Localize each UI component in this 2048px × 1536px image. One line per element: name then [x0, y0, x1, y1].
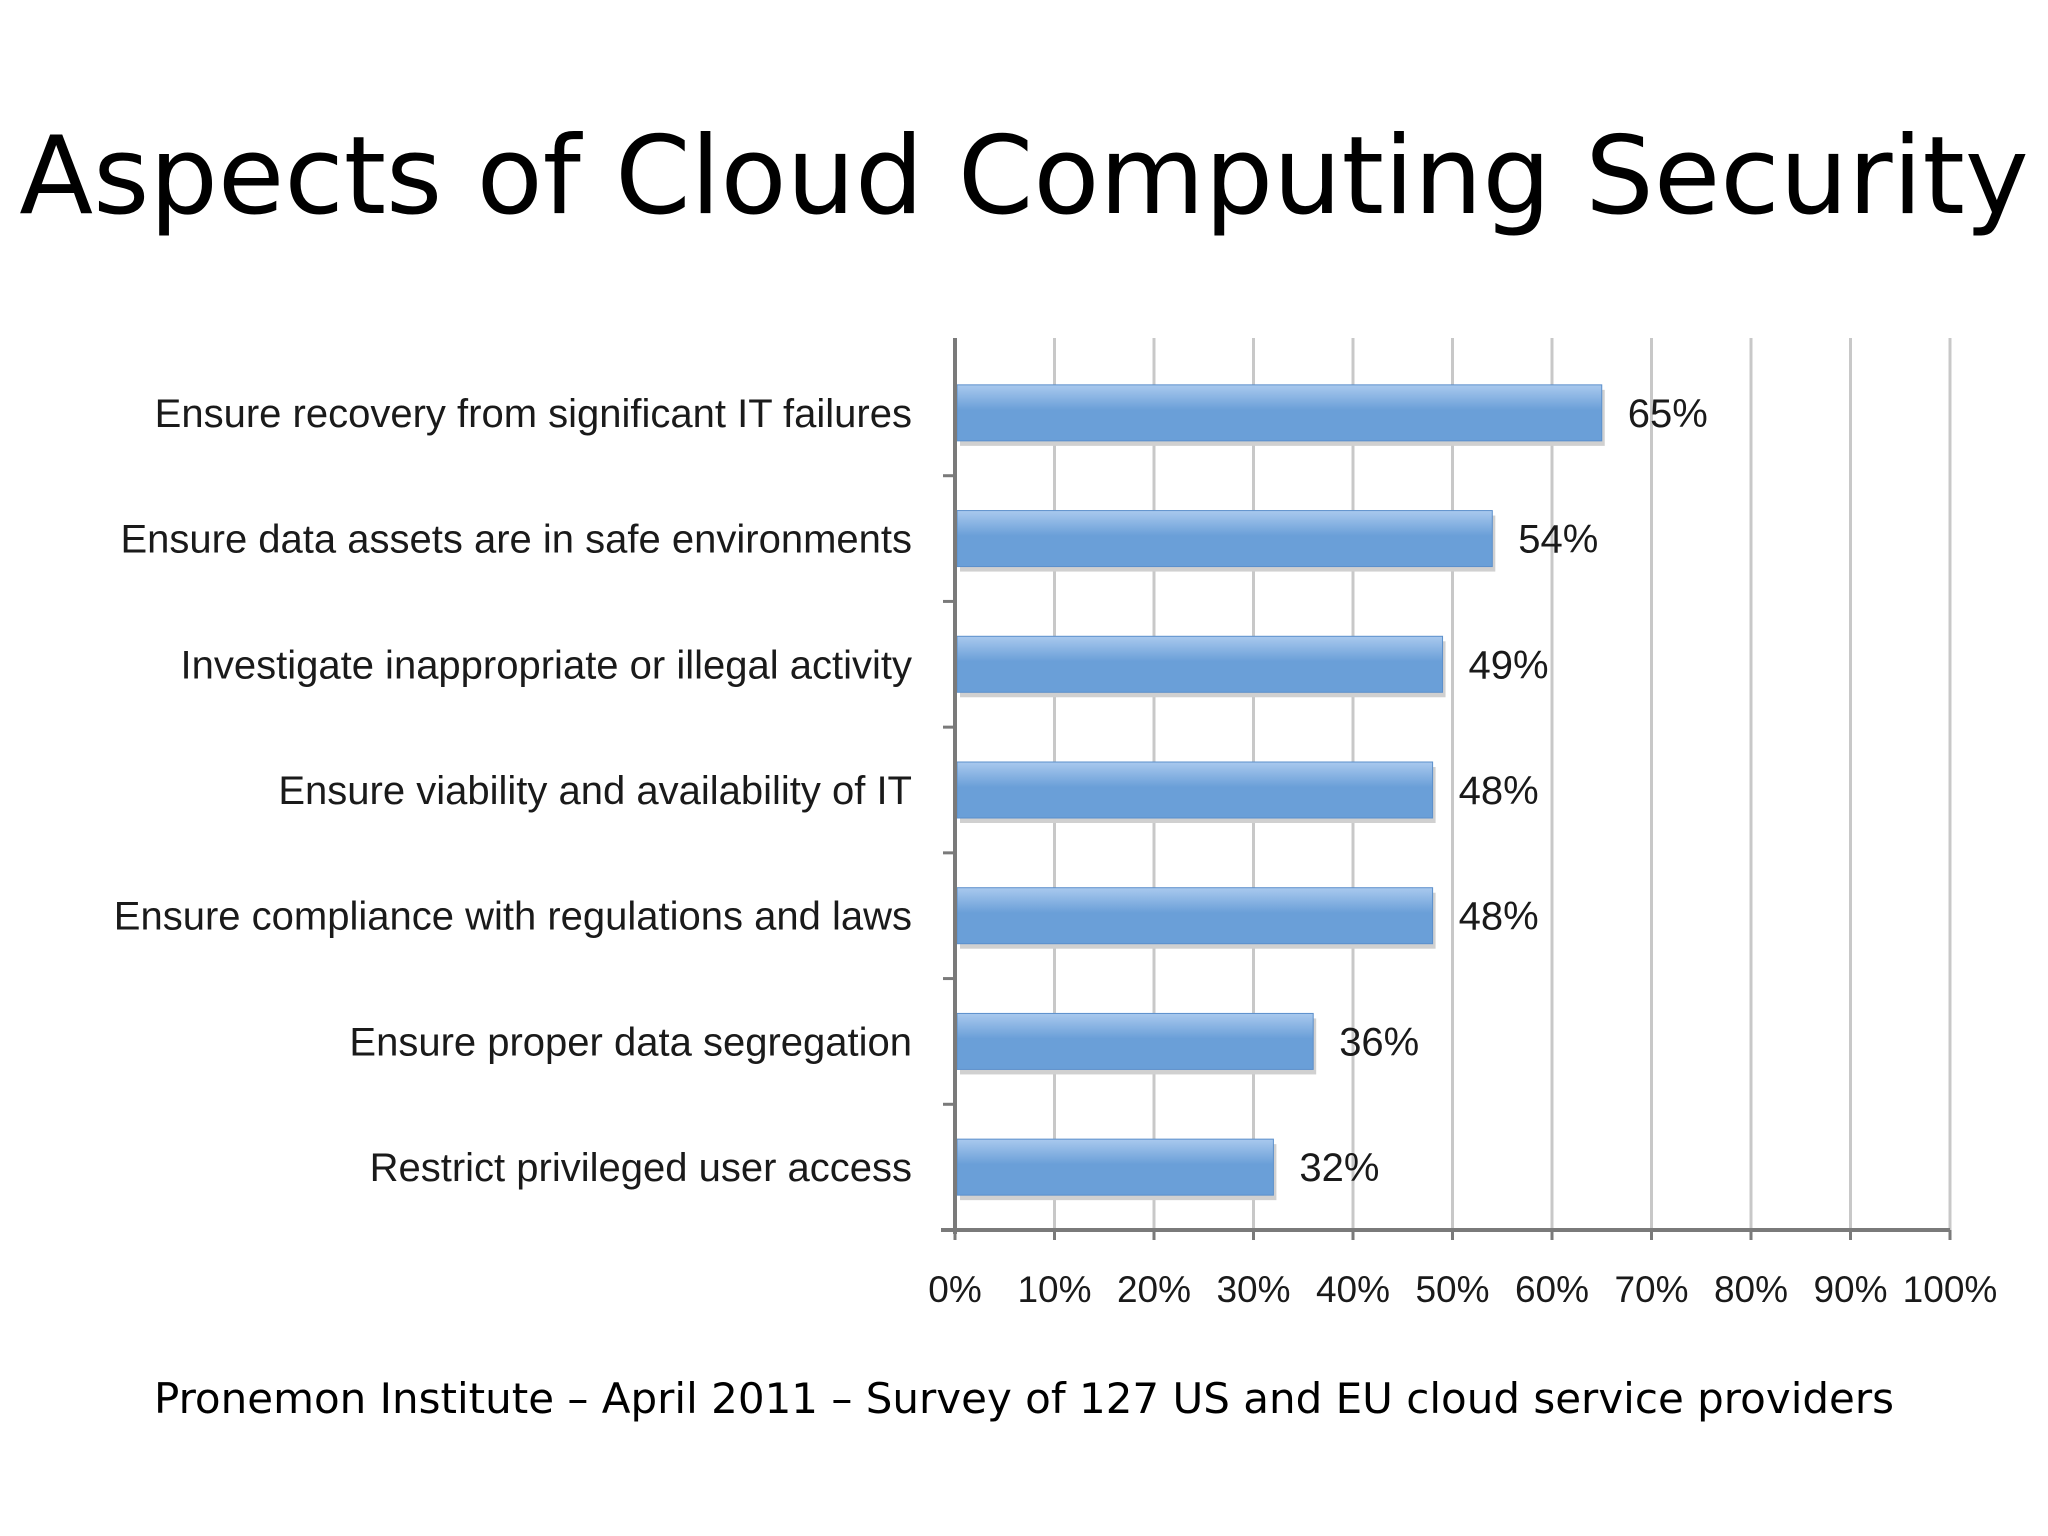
- category-label: Restrict privileged user access: [370, 1146, 912, 1190]
- axes: [941, 338, 1952, 1240]
- x-tick-label: 30%: [1216, 1269, 1290, 1310]
- category-label: Ensure data assets are in safe environme…: [120, 518, 912, 562]
- x-tick-label: 70%: [1614, 1269, 1688, 1310]
- value-label: 32%: [1299, 1146, 1379, 1190]
- source-footnote: Pronemon Institute – April 2011 – Survey…: [153, 1374, 1895, 1423]
- category-label: Ensure proper data segregation: [349, 1020, 912, 1064]
- category-label: Investigate inappropriate or illegal act…: [180, 643, 912, 687]
- x-tick-label: 80%: [1714, 1269, 1788, 1310]
- value-label: 49%: [1469, 643, 1549, 687]
- x-tick-label: 0%: [928, 1269, 981, 1310]
- slide-title: Aspects of Cloud Computing Security: [19, 114, 2029, 239]
- bar-chart: 0% 10% 20% 30% 40% 50% 60% 70% 80% 90% 100% Ensure …: [114, 338, 1998, 1310]
- category-label: Ensure compliance with regulations and l…: [114, 895, 912, 939]
- bar: [956, 1138, 1274, 1196]
- x-tick-label: 100%: [1903, 1269, 1998, 1310]
- bars: [956, 384, 1605, 1201]
- x-tick-label: 90%: [1813, 1269, 1887, 1310]
- category-label: Ensure recovery from significant IT fail…: [155, 392, 912, 436]
- bar: [956, 887, 1434, 945]
- bar: [956, 510, 1493, 568]
- x-tick-label: 50%: [1415, 1269, 1489, 1310]
- grid-lines: [1053, 338, 1952, 1230]
- labels: 0% 10% 20% 30% 40% 50% 60% 70% 80% 90% 100% Ensure …: [114, 392, 1998, 1310]
- value-label: 48%: [1459, 895, 1539, 939]
- category-label: Ensure viability and availability of IT: [278, 769, 912, 813]
- value-label: 65%: [1628, 392, 1708, 436]
- value-label: 48%: [1459, 769, 1539, 813]
- bar: [956, 635, 1444, 693]
- bar: [956, 761, 1434, 819]
- value-label: 54%: [1518, 518, 1598, 562]
- x-tick-label: 10%: [1017, 1269, 1091, 1310]
- value-label: 36%: [1339, 1020, 1419, 1064]
- bar: [956, 384, 1603, 442]
- bar: [956, 1012, 1314, 1070]
- x-tick-label: 60%: [1515, 1269, 1589, 1310]
- x-tick-label: 20%: [1117, 1269, 1191, 1310]
- x-tick-label: 40%: [1316, 1269, 1390, 1310]
